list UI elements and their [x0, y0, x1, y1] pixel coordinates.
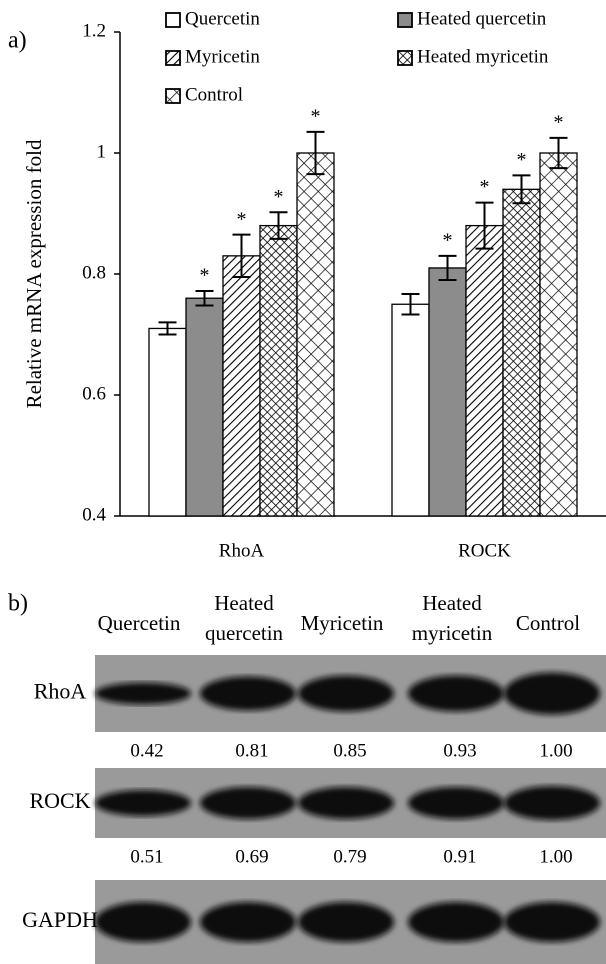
- bar: [428, 267, 467, 517]
- band-intensity: 1.00: [539, 846, 572, 867]
- row-label: RhoA: [34, 679, 87, 704]
- y-tick-label: 1: [97, 141, 107, 162]
- blot-band: [200, 676, 296, 711]
- error-bar: [306, 130, 325, 176]
- significance-mark: *: [517, 149, 527, 171]
- band-intensity: 0.51: [130, 846, 163, 867]
- x-tick-label: ROCK: [458, 540, 511, 561]
- blot-band: [504, 902, 600, 942]
- blot-band: [95, 682, 191, 705]
- y-axis-label: Relative mRNA expression fold: [22, 139, 46, 408]
- band-intensity: 0.93: [443, 740, 476, 761]
- panel-label: a): [8, 28, 27, 54]
- significance-mark: *: [554, 111, 564, 133]
- bar: [502, 188, 541, 517]
- blot-band: [200, 902, 296, 942]
- error-bar: [269, 211, 288, 240]
- bar: [465, 224, 504, 517]
- error-bar: [195, 289, 214, 307]
- band-intensity: 0.69: [235, 846, 268, 867]
- lane-label: quercetin: [205, 621, 284, 645]
- bar: [539, 152, 578, 517]
- error-bar: [401, 292, 420, 316]
- blot-band: [408, 787, 504, 819]
- blot-band: [408, 675, 504, 712]
- y-tick-label: 0.6: [82, 383, 106, 404]
- legend-swatch: [165, 88, 181, 104]
- bar: [185, 297, 224, 517]
- chart: 0.4 0.6 0.8 1 1.2 RhoA * * * * ROCK * * * * Quercetin He…: [82, 8, 606, 561]
- legend-label: Quercetin: [185, 8, 260, 29]
- bar: [148, 327, 187, 517]
- error-bar: [232, 233, 251, 279]
- blot-band: [95, 902, 191, 942]
- lane-label: Heated: [422, 591, 482, 615]
- significance-mark: *: [200, 265, 210, 287]
- blot-band: [200, 787, 296, 819]
- legend-swatch: [397, 50, 413, 66]
- lane-label: Quercetin: [98, 611, 181, 635]
- row-label: ROCK: [29, 788, 90, 813]
- band-intensity: 0.85: [333, 740, 366, 761]
- bar: [296, 152, 335, 517]
- band-intensity: 1.00: [539, 740, 572, 761]
- significance-mark: *: [274, 186, 284, 208]
- blot-band: [95, 790, 191, 816]
- bar: [259, 224, 298, 517]
- error-bar: [475, 201, 494, 250]
- error-bar: [438, 254, 457, 282]
- lane-label: Myricetin: [301, 611, 384, 635]
- band-intensity: 0.91: [443, 846, 476, 867]
- blot-band: [504, 786, 600, 820]
- bar: [391, 303, 430, 517]
- error-bar: [512, 174, 531, 205]
- significance-mark: *: [480, 176, 490, 198]
- blot-band: [298, 675, 394, 712]
- blot-band: [504, 672, 600, 715]
- legend-label: Heated myricetin: [417, 46, 549, 67]
- row-label: GAPDH: [22, 907, 98, 932]
- lane-label: Control: [516, 611, 580, 635]
- blot-band: [298, 902, 394, 942]
- legend-swatch: [397, 12, 413, 28]
- band-intensity: 0.81: [235, 740, 268, 761]
- band-intensity: 0.42: [130, 740, 163, 761]
- band-intensity: 0.79: [333, 846, 366, 867]
- error-bar: [549, 136, 568, 170]
- legend-label: Heated quercetin: [417, 8, 547, 29]
- legend-label: Myricetin: [185, 46, 260, 67]
- error-bar: [158, 321, 177, 336]
- blot-band: [408, 902, 504, 942]
- legend-label: Control: [185, 84, 243, 105]
- y-tick-label: 0.8: [82, 262, 106, 283]
- blot-panel: Quercetin Heated quercetin Myricetin Heated m…: [22, 591, 606, 964]
- legend-swatch: [165, 50, 181, 66]
- y-tick-label: 0.4: [82, 504, 106, 525]
- bar: [222, 255, 261, 517]
- significance-mark: *: [311, 105, 321, 127]
- significance-mark: *: [237, 208, 247, 230]
- lane-label: myricetin: [412, 621, 493, 645]
- significance-mark: *: [443, 229, 453, 251]
- legend-swatch: [165, 12, 181, 28]
- panel-label: b): [8, 591, 28, 617]
- blot-band: [298, 787, 394, 819]
- lane-label: Heated: [214, 591, 274, 615]
- y-tick-label: 1.2: [82, 20, 106, 41]
- x-tick-label: RhoA: [219, 540, 265, 561]
